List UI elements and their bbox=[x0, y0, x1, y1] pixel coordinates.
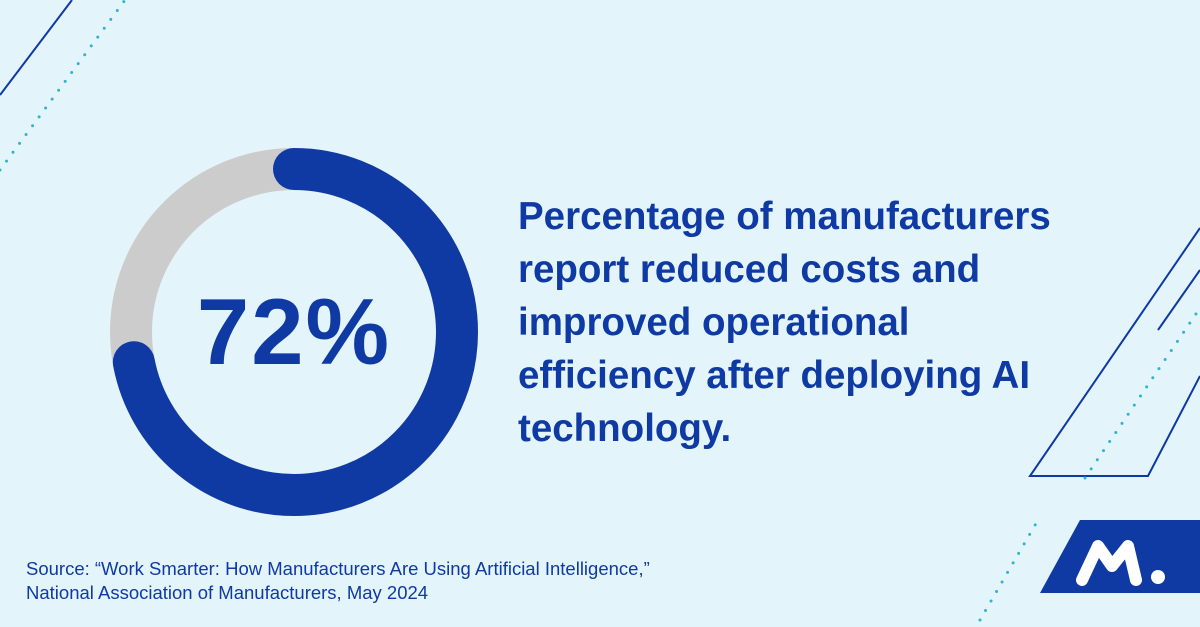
percentage-value: 72% bbox=[196, 279, 392, 384]
source-citation: Source: “Work Smarter: How Manufacturers… bbox=[26, 557, 650, 605]
deco-line-top-left bbox=[0, 0, 73, 96]
nam-m-logo-icon bbox=[1040, 520, 1200, 593]
headline-line: technology. bbox=[518, 407, 732, 450]
deco-dots-top-left bbox=[0, 0, 127, 172]
deco-parallelogram bbox=[1028, 227, 1200, 477]
headline-line: improved operational bbox=[518, 301, 910, 344]
deco-line-right-top bbox=[1157, 269, 1200, 331]
donut-value-arc bbox=[110, 148, 478, 516]
headline-line: Percentage of manufacturers bbox=[518, 195, 1051, 238]
headline-line: report reduced costs and bbox=[518, 248, 981, 291]
logo-dot bbox=[1151, 570, 1165, 584]
source-line-1: Source: “Work Smarter: How Manufacturers… bbox=[26, 558, 650, 579]
headline: Percentage of manufacturers report reduc… bbox=[518, 190, 1078, 455]
source-line-2: National Association of Manufacturers, M… bbox=[26, 582, 429, 603]
donut-chart bbox=[110, 148, 478, 516]
deco-dots-right bbox=[1083, 306, 1200, 480]
logo-letter-m bbox=[1076, 540, 1142, 586]
deco-dots-bottom-right bbox=[978, 518, 1040, 622]
headline-line: efficiency after deploying AI bbox=[518, 354, 1031, 397]
